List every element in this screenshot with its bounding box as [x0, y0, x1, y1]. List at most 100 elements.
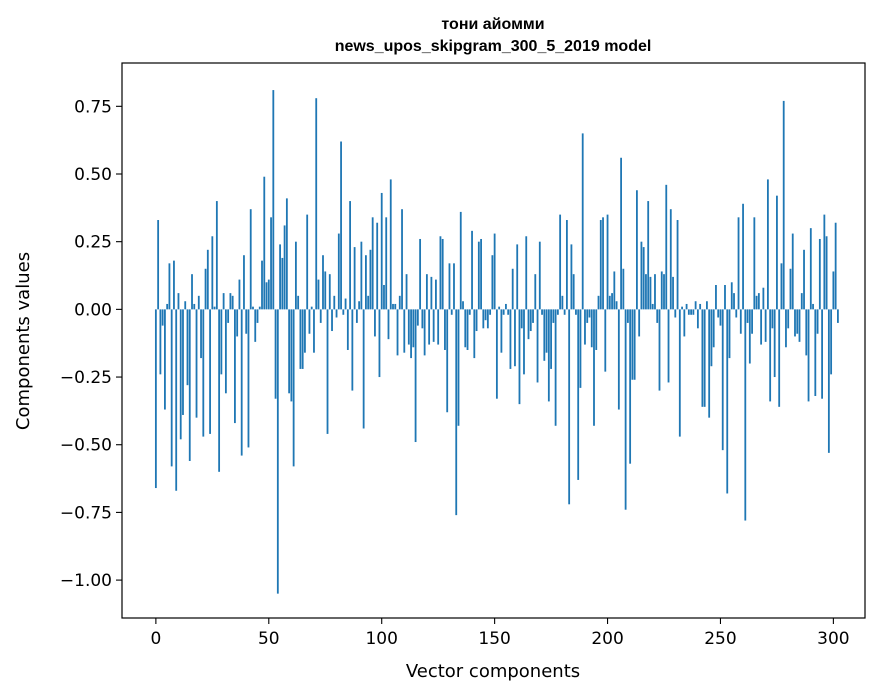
bar [229, 293, 232, 310]
bar [606, 214, 609, 310]
bar [742, 203, 744, 310]
bar [396, 309, 399, 356]
bar [448, 263, 451, 310]
bar [565, 220, 568, 310]
bar [168, 263, 171, 310]
bar [812, 303, 814, 310]
bar [694, 301, 697, 310]
bar [462, 301, 464, 310]
bar [161, 309, 164, 326]
bar [667, 309, 670, 383]
bar [385, 217, 388, 310]
y-tick-label: 0.00 [74, 300, 112, 320]
bar [416, 309, 419, 326]
bar [780, 263, 783, 310]
bar [444, 309, 446, 350]
x-tick-label: 250 [704, 629, 736, 649]
bar [486, 309, 489, 329]
y-axis-ticks: 0.75 0.50 0.25 0.00 −0.25 −0.50 −0.75 −1.00 [60, 97, 122, 591]
bar [304, 309, 306, 353]
bar [484, 309, 487, 321]
bar [514, 309, 516, 367]
bar [721, 309, 724, 451]
y-tick-label: 0.50 [74, 165, 112, 185]
bar [805, 309, 808, 356]
y-tick-label: −1.00 [60, 571, 112, 591]
bar [640, 241, 643, 310]
bar [344, 298, 347, 310]
bar [550, 309, 552, 369]
bar [272, 90, 275, 310]
bar [328, 274, 331, 310]
bar [773, 309, 776, 378]
bar [435, 279, 437, 310]
x-tick-label: 100 [365, 629, 397, 649]
bar [308, 309, 311, 334]
bar [459, 211, 462, 310]
bar [787, 309, 790, 329]
x-axis-label: Vector components [406, 661, 580, 682]
bar [410, 309, 412, 359]
bar [823, 214, 826, 310]
bar [588, 309, 591, 318]
bar [764, 309, 767, 342]
bar [245, 309, 248, 334]
bar [267, 279, 270, 310]
bar [798, 309, 801, 342]
bar [252, 306, 254, 310]
bar [547, 309, 550, 402]
chart-title: тони айомми [441, 16, 544, 33]
bar [188, 309, 191, 461]
bar [584, 309, 586, 345]
bar [421, 309, 424, 329]
bar [602, 217, 604, 310]
bar [317, 279, 320, 310]
bar [608, 295, 611, 310]
y-tick-label: −0.50 [60, 436, 112, 456]
bar [724, 285, 726, 310]
bar [215, 201, 218, 310]
bar [471, 230, 473, 310]
bar [794, 309, 796, 337]
bar [412, 309, 415, 348]
bar [778, 309, 781, 407]
bar [367, 295, 370, 310]
bar [818, 238, 821, 310]
bar [604, 309, 607, 372]
bar [502, 309, 505, 315]
bar [523, 309, 525, 375]
bar [766, 179, 769, 310]
bar [254, 309, 257, 342]
bar [556, 309, 559, 315]
bar [837, 309, 839, 323]
bar [672, 276, 674, 310]
bar [599, 220, 602, 310]
bar [626, 309, 629, 323]
bar [480, 238, 482, 310]
y-tick-label: −0.25 [60, 368, 112, 388]
bar [816, 309, 819, 334]
bar [708, 309, 711, 418]
bar [349, 201, 351, 310]
bar [748, 309, 751, 364]
bar [516, 244, 519, 310]
bar [335, 309, 338, 318]
bar [177, 293, 180, 310]
bar [538, 241, 541, 310]
bar [340, 141, 342, 310]
bar [389, 179, 392, 310]
bar [527, 309, 530, 340]
bar [439, 236, 442, 310]
bar [636, 190, 638, 310]
bar [493, 233, 496, 310]
bar [730, 282, 733, 310]
bar [744, 309, 747, 521]
x-tick-label: 150 [478, 629, 510, 649]
bar [495, 309, 498, 399]
bar [785, 309, 787, 348]
bar [825, 236, 828, 310]
bar [466, 309, 469, 350]
bar [477, 241, 480, 310]
